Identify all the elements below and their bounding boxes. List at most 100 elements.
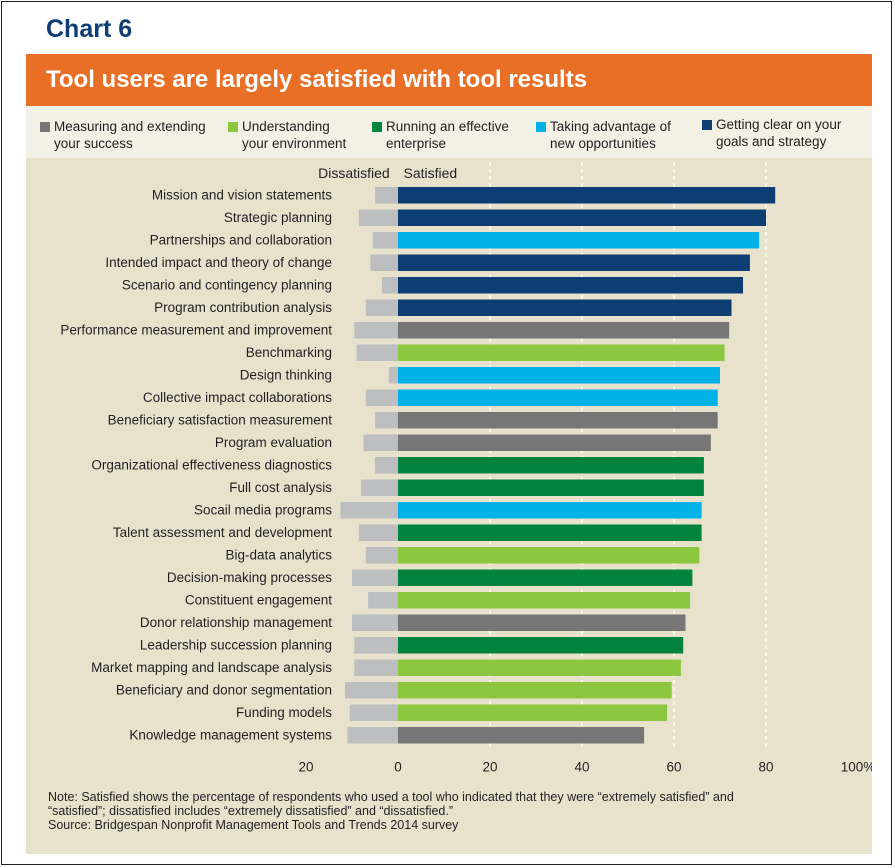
legend-label: Understanding your environment — [242, 119, 347, 151]
x-tick-label: 60 — [666, 760, 681, 775]
category-label: Funding models — [236, 705, 332, 720]
note-line: Note: Satisfied shows the percentage of … — [48, 790, 734, 804]
satisfied-bar — [398, 524, 702, 541]
category-label: Organizational effectiveness diagnostics — [91, 458, 332, 473]
dissatisfied-bar — [349, 704, 398, 721]
category-label: Donor relationship management — [140, 615, 332, 630]
dissatisfied-bar — [354, 322, 398, 339]
category-label: Beneficiary satisfaction measurement — [108, 413, 333, 428]
satisfied-bar — [398, 187, 776, 204]
category-label: Big-data analytics — [225, 548, 332, 563]
legend-swatch — [536, 122, 546, 132]
category-label: Full cost analysis — [229, 480, 332, 495]
category-label: Knowledge management systems — [129, 728, 332, 743]
satisfied-bar — [398, 412, 718, 429]
dissatisfied-bar — [365, 547, 398, 564]
satisfied-bar — [398, 389, 718, 406]
category-label: Scenario and contingency planning — [122, 278, 332, 293]
header-dissatisfied: Dissatisfied — [318, 165, 390, 181]
category-label: Beneficiary and donor segmentation — [116, 683, 332, 698]
dissatisfied-bar — [368, 592, 398, 609]
satisfied-bar — [398, 682, 672, 699]
dissatisfied-bar — [388, 367, 398, 384]
x-tick-label: 20 — [482, 760, 497, 775]
category-label: Talent assessment and development — [113, 525, 332, 540]
legend-label: Measuring and extending your success — [54, 119, 206, 151]
note-line: “satisfied”; dissatisfied includes “extr… — [48, 804, 454, 818]
category-label: Benchmarking — [246, 345, 332, 360]
notes: Note: Satisfied shows the percentage of … — [26, 778, 872, 854]
satisfied-bar — [398, 727, 645, 744]
chart-title: Tool users are largely satisfied with to… — [46, 66, 588, 93]
x-tick-label: 40 — [574, 760, 589, 775]
satisfied-bar — [398, 569, 693, 586]
dissatisfied-bar — [354, 659, 398, 676]
source-line: Source: Bridgespan Nonprofit Management … — [48, 818, 459, 832]
category-label: Constituent engagement — [185, 593, 332, 608]
category-label: Design thinking — [240, 368, 332, 383]
dissatisfied-bar — [375, 187, 398, 204]
satisfied-bar — [398, 434, 711, 451]
plot-area: Dissatisfied Satisfied Mission and vision … — [26, 158, 875, 778]
legend-swatch — [40, 122, 50, 132]
satisfied-bar — [398, 457, 704, 474]
dissatisfied-bar — [381, 277, 398, 294]
satisfied-bar — [398, 277, 743, 294]
chart-number: Chart 6 — [46, 15, 133, 43]
dissatisfied-bar — [363, 434, 398, 451]
x-tick-label: 0 — [394, 760, 402, 775]
category-label: Program evaluation — [215, 435, 332, 450]
satisfied-bar — [398, 322, 730, 339]
dissatisfied-bar — [372, 232, 398, 249]
satisfied-bar — [398, 299, 732, 316]
category-label: Intended impact and theory of change — [105, 255, 332, 270]
x-tick-label: 80 — [758, 760, 773, 775]
header-satisfied: Satisfied — [404, 165, 458, 181]
dissatisfied-bar — [352, 569, 398, 586]
satisfied-bar — [398, 254, 750, 271]
legend-swatch — [372, 122, 382, 132]
satisfied-bar — [398, 479, 704, 496]
category-label: Partnerships and collaboration — [150, 233, 332, 248]
satisfied-bar — [398, 232, 760, 249]
category-label: Market mapping and landscape analysis — [91, 660, 332, 675]
dissatisfied-bar — [340, 502, 398, 519]
category-label: Socail media programs — [194, 503, 332, 518]
x-tick-label: 20 — [298, 760, 313, 775]
satisfied-bar — [398, 547, 700, 564]
satisfied-bar — [398, 659, 681, 676]
category-label: Decision-making processes — [167, 570, 332, 585]
legend-swatch — [702, 120, 712, 130]
category-label: Leadership succession planning — [140, 638, 332, 653]
dissatisfied-bar — [347, 727, 398, 744]
dissatisfied-bar — [375, 412, 398, 429]
dissatisfied-bar — [358, 209, 398, 226]
category-label: Program contribution analysis — [154, 300, 332, 315]
satisfied-bar — [398, 637, 684, 654]
category-label: Collective impact collaborations — [143, 390, 332, 405]
satisfied-bar — [398, 344, 725, 361]
dissatisfied-bar — [356, 344, 398, 361]
satisfied-bar — [398, 502, 702, 519]
satisfied-bar — [398, 614, 686, 631]
satisfied-bar — [398, 209, 766, 226]
legend-label: Getting clear on your goals and strategy — [716, 117, 842, 149]
dissatisfied-bar — [365, 389, 398, 406]
dissatisfied-bar — [361, 479, 398, 496]
legend-swatch — [228, 122, 238, 132]
dissatisfied-bar — [352, 614, 398, 631]
dissatisfied-bar — [370, 254, 398, 271]
dissatisfied-bar — [354, 637, 398, 654]
category-label: Strategic planning — [224, 210, 332, 225]
dissatisfied-bar — [358, 524, 398, 541]
dissatisfied-bar — [365, 299, 398, 316]
dissatisfied-bar — [345, 682, 398, 699]
title-banner: Tool users are largely satisfied with to… — [26, 54, 872, 106]
legend-label: Taking advantage of new opportunities — [550, 119, 671, 151]
x-tick-label: 100% — [841, 760, 872, 775]
dissatisfied-bar — [375, 457, 398, 474]
category-label: Mission and vision statements — [152, 188, 332, 203]
legend-label: Running an effective enterprise — [386, 119, 509, 151]
satisfied-bar — [398, 367, 720, 384]
